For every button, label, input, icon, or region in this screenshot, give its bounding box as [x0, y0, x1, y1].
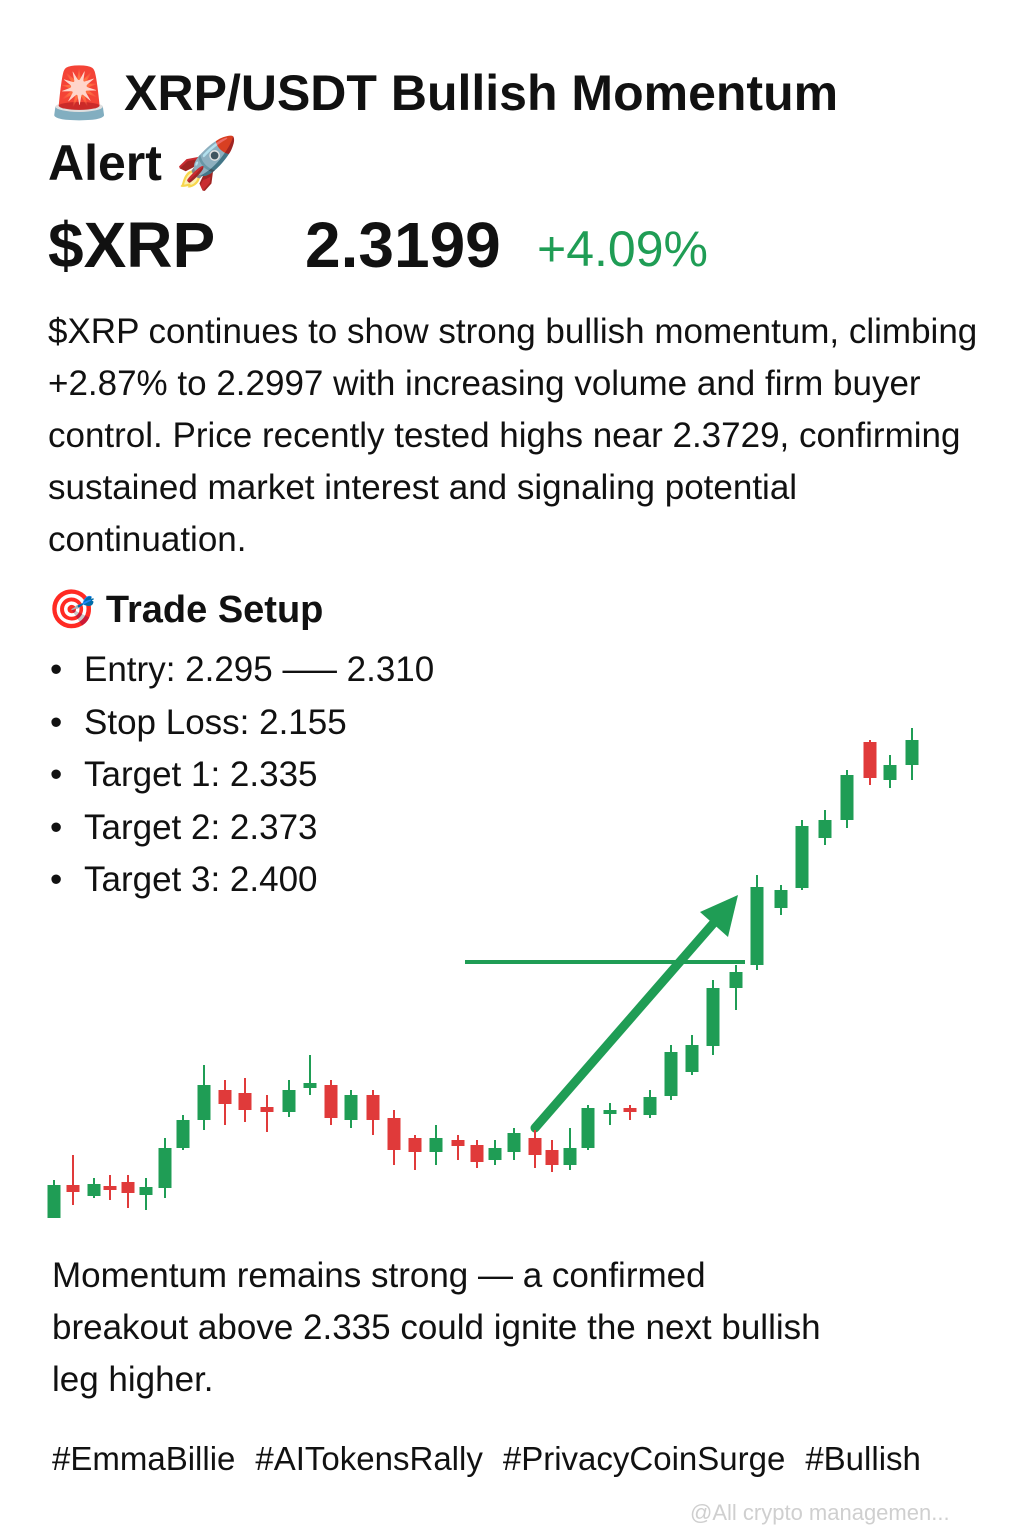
- candle-body: [528, 1138, 542, 1155]
- hashtag: #AITokensRally: [255, 1440, 483, 1477]
- candle-body: [139, 1187, 153, 1195]
- price-change: +4.09%: [537, 221, 708, 277]
- candle-body: [324, 1085, 338, 1118]
- candle-body: [366, 1095, 380, 1120]
- candle-body: [795, 826, 809, 888]
- setup-item: Target 3: 2.400: [50, 854, 434, 907]
- setup-item: Target 2: 2.373: [50, 802, 434, 855]
- candle-body: [121, 1182, 135, 1193]
- candle-body: [260, 1107, 274, 1112]
- setup-item: Target 1: 2.335: [50, 749, 434, 802]
- candle-body: [729, 972, 743, 988]
- candle-body: [643, 1097, 657, 1115]
- candle-body: [818, 820, 832, 838]
- candle-body: [303, 1083, 317, 1088]
- ticker: $XRP: [48, 209, 216, 281]
- setup-list: Entry: 2.295 —– 2.310Stop Loss: 2.155Tar…: [50, 644, 434, 907]
- candle-body: [488, 1148, 502, 1160]
- candle-body: [66, 1185, 80, 1192]
- candle-body: [218, 1090, 232, 1104]
- candle-body: [47, 1185, 61, 1218]
- hashtag: #EmmaBillie: [52, 1440, 236, 1477]
- candle-body: [238, 1093, 252, 1110]
- candle-body: [750, 887, 764, 965]
- candle-body: [774, 890, 788, 908]
- candle-body: [282, 1090, 296, 1112]
- candle-body: [507, 1133, 521, 1152]
- candle-body: [603, 1110, 617, 1114]
- candle-body: [883, 765, 897, 780]
- conclusion: Momentum remains strong — a confirmed br…: [52, 1256, 821, 1399]
- candle-body: [581, 1108, 595, 1148]
- candle-body: [87, 1184, 101, 1196]
- candle-body: [429, 1138, 443, 1152]
- candle-body: [706, 988, 720, 1046]
- setup-item: Entry: 2.295 —– 2.310: [50, 644, 434, 697]
- hashtag: #Bullish: [805, 1440, 921, 1477]
- post-title: 🚨 XRP/USDT Bullish Momentum Alert 🚀: [48, 65, 839, 191]
- candle-body: [387, 1118, 401, 1150]
- price: 2.3199: [305, 209, 501, 281]
- candle-body: [103, 1186, 117, 1190]
- candle-body: [685, 1045, 699, 1072]
- candle-body: [451, 1140, 465, 1146]
- hashtag: #PrivacyCoinSurge: [502, 1440, 786, 1477]
- candle-body: [905, 740, 919, 765]
- candle-body: [863, 742, 877, 778]
- hashtags: #EmmaBillie #AITokensRally #PrivacyCoinSur…: [52, 1440, 941, 1478]
- candle-body: [408, 1138, 422, 1152]
- candle-body: [840, 775, 854, 820]
- candles: [47, 728, 919, 1218]
- candle-body: [664, 1052, 678, 1096]
- candle-body: [470, 1145, 484, 1162]
- arrow-head: [700, 895, 738, 937]
- candle-body: [545, 1150, 559, 1165]
- candle-body: [176, 1120, 190, 1148]
- setup-heading: 🎯 Trade Setup: [48, 589, 324, 631]
- candle-body: [344, 1095, 358, 1120]
- candle-body: [158, 1148, 172, 1188]
- candle-body: [197, 1085, 211, 1120]
- trend-arrow: [530, 913, 723, 1133]
- setup-item: Stop Loss: 2.155: [50, 697, 434, 750]
- candle-body: [623, 1108, 637, 1112]
- watermark: @All crypto managemen...: [690, 1500, 950, 1525]
- description: $XRP continues to show strong bullish mo…: [48, 312, 978, 559]
- candle-body: [563, 1148, 577, 1165]
